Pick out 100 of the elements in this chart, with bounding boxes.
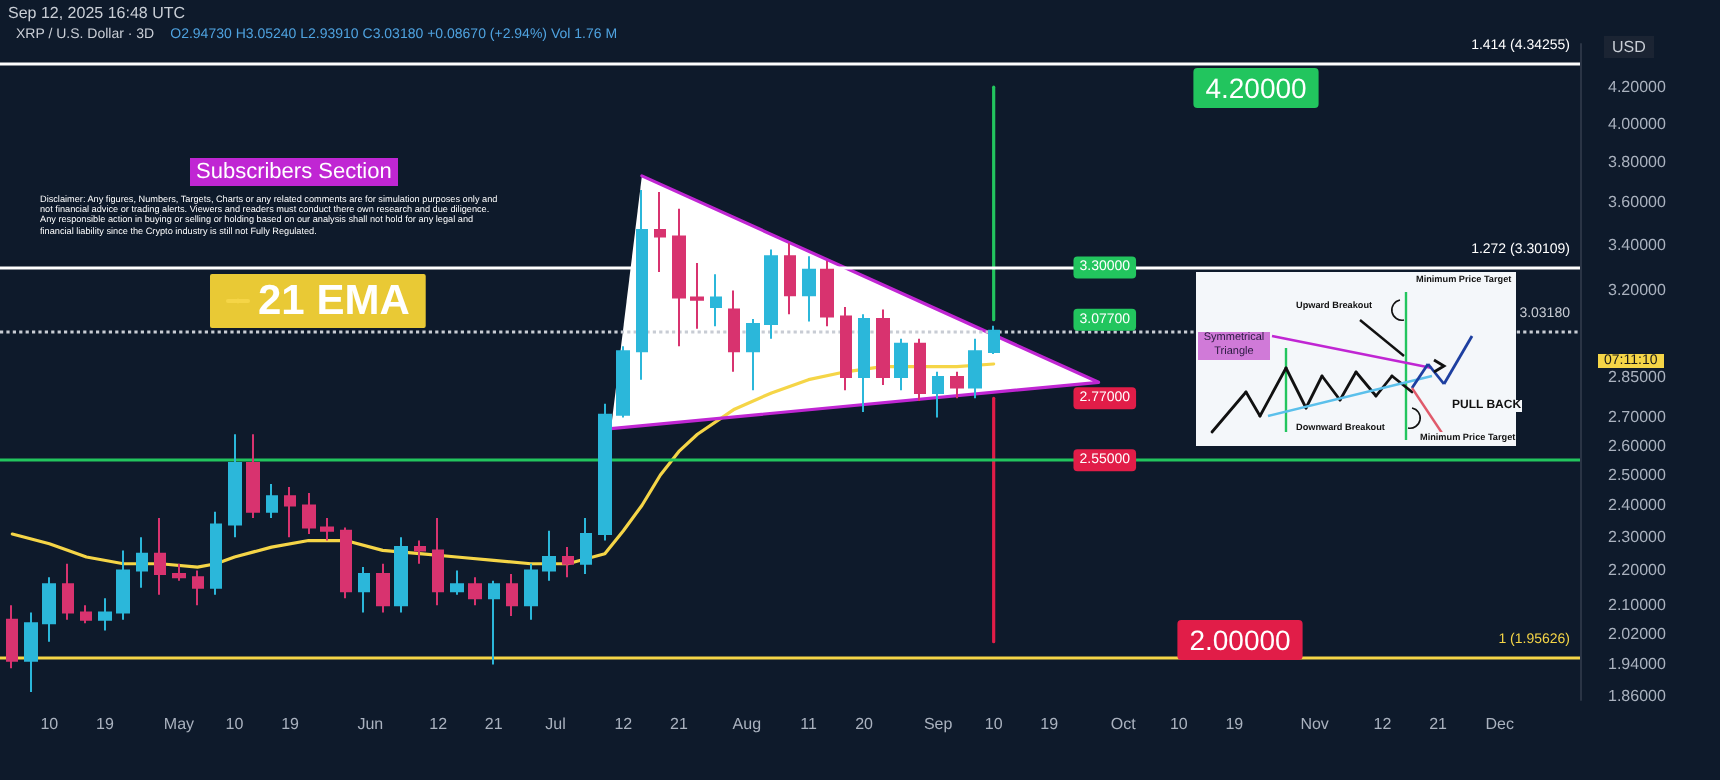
y-tick-label: 1.94000 [1608,655,1667,674]
candlestick [116,549,130,621]
line-series [10,362,996,569]
candlestick [80,604,92,625]
candlestick [690,261,704,330]
candlestick [820,259,834,328]
candlestick [598,402,612,542]
candlestick [210,510,222,596]
y-tick-label: 1.86000 [1608,686,1667,705]
x-tick-label: Aug [732,715,762,733]
x-tick-label: Sep [923,715,954,733]
candlestick [858,313,870,413]
candlestick [154,517,166,596]
text: Sep 12, 2025 16:48 UTC [8,4,186,22]
x-tick-label: May [163,715,195,733]
candlestick [542,529,556,582]
y-tick-label: 2.70000 [1608,408,1667,427]
candlestick [746,318,760,392]
x-tick-label: 12 [429,715,449,733]
x-tick-label: 20 [855,715,875,733]
x-tick-label: 11 [800,715,818,733]
y-tick-label: 3.20000 [1608,281,1667,300]
candlestick [192,569,204,607]
candlestick [932,370,944,419]
legend-label: 21 EMA [258,278,410,324]
y-tick-label: 2.30000 [1608,528,1667,547]
candlestick [302,492,316,536]
candlestick [62,562,74,621]
candlestick [524,562,538,621]
x-tick-label: Jul [545,715,567,733]
candlestick [432,517,444,607]
candlestick [488,579,500,666]
x-tick-label: 12 [614,715,634,733]
text: USD [1604,36,1654,58]
candlestick [284,486,296,539]
candlestick [376,562,390,614]
candlestick [506,572,518,618]
y-tick-label: 2.60000 [1608,436,1667,455]
candlestick [340,526,352,600]
candlestick [840,305,852,392]
x-tick-label: 12 [1373,715,1393,733]
x-tick-label: 21 [1429,715,1449,733]
candlestick [98,597,112,632]
candlestick [228,433,242,539]
y-tick-label: 2.02000 [1608,625,1667,644]
candlestick [450,569,464,596]
candlestick [710,273,722,328]
x-tick-label: 19 [1225,715,1245,733]
x-tick-label: 10 [1169,715,1189,733]
x-tick-label: Oct [1110,715,1138,733]
candlestick [784,241,796,316]
candlestick [728,289,740,373]
candlestick [24,611,38,693]
candlestick [246,433,260,520]
candlestick [672,207,686,348]
y-tick-label: 2.10000 [1608,596,1667,615]
x-tick-label: 19 [281,715,301,733]
candlestick [562,546,574,579]
candlestick [172,562,186,582]
candlestick [876,308,890,386]
y-tick-label: 2.40000 [1608,496,1667,515]
candlestick [764,248,778,340]
x-tick-label: Jun [357,715,384,733]
x-tick-label: 10 [40,715,60,733]
candlestick [320,517,334,542]
candlestick [950,370,964,400]
x-tick-label: 10 [984,715,1004,733]
x-tick-label: 19 [1040,715,1060,733]
y-tick-label: 4.20000 [1608,78,1667,97]
annotation: Subscribers Section [190,158,398,186]
candlestick [468,576,482,607]
annotation: 4.20000 [1205,72,1308,104]
y-tick-label: 4.00000 [1608,114,1667,133]
x-tick-label: Dec [1485,715,1514,733]
x-tick-label: 21 [484,715,504,733]
candlestick [988,324,1000,356]
candlestick [414,539,426,565]
y-tick-label: 3.40000 [1608,236,1667,255]
candlestick [580,517,592,575]
x-tick-label: Nov [1300,715,1329,733]
candlestick [394,536,408,614]
x-tick-label: 21 [670,715,689,733]
candlestick [266,482,278,520]
candlestick [6,604,18,670]
candlestick [42,576,56,643]
y-tick-label: 2.50000 [1608,465,1667,484]
y-tick-label: 2.85000 [1608,368,1667,387]
candlestick [914,337,926,403]
candlestick [616,345,630,419]
candlestick [358,566,370,614]
candlestick [894,337,908,392]
candlestick [136,536,148,589]
annotation: 2.00000 [1189,624,1292,656]
y-tick-label: 2.20000 [1608,561,1667,580]
candlestick [802,255,816,323]
candlestick [968,337,982,400]
x-tick-label: 10 [225,715,245,733]
candlestick [654,191,666,273]
y-tick-label: 3.60000 [1608,193,1667,212]
y-tick-label: 3.80000 [1608,153,1667,172]
